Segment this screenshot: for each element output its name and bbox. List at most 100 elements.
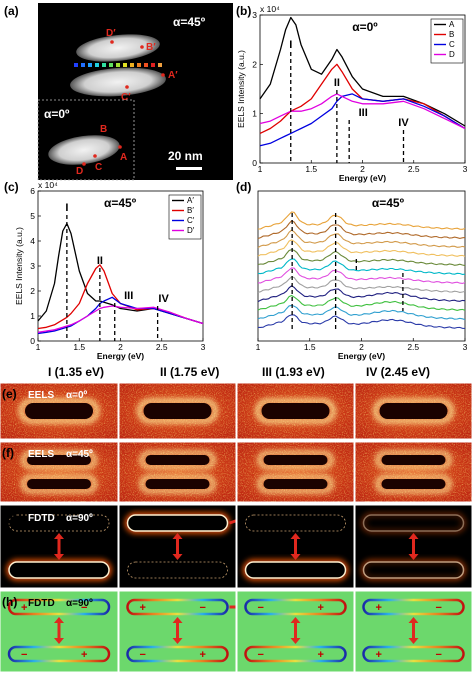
nanorod-outline-dashed <box>245 514 346 532</box>
eels-hotspot <box>21 475 97 493</box>
panel-label-a: (a) <box>4 4 19 18</box>
x-tick-label: 2 <box>359 342 364 352</box>
charge-sign: + <box>318 602 324 614</box>
peak-label: III <box>359 107 368 119</box>
nanorod-outline <box>362 514 465 532</box>
cell-border <box>0 441 119 503</box>
x-tick-label: 1.5 <box>305 164 317 174</box>
cell-border <box>118 382 237 440</box>
x-tick-label: 1.5 <box>73 342 85 352</box>
y-axis-label: EELS Intensity (a.u.) <box>14 227 24 305</box>
eels-hotspot <box>21 451 97 469</box>
scan-line <box>74 63 162 67</box>
charge-sign: − <box>200 602 206 614</box>
y-tick-label: 6 <box>30 186 35 196</box>
nanorod-shadow <box>263 479 328 489</box>
charge-outline <box>244 598 347 616</box>
cell-border <box>354 590 473 673</box>
x-tick-label: 2.5 <box>407 342 419 352</box>
charge-sign: − <box>81 602 87 614</box>
arrow-head <box>172 554 183 560</box>
nanorod-shadow <box>381 479 446 489</box>
nanorod-shadow <box>143 403 212 419</box>
eels-hotspot <box>257 451 334 469</box>
peak-label: IV <box>398 117 409 129</box>
peak-label: I <box>65 202 68 214</box>
x-axis-label: Energy (eV) <box>339 173 386 183</box>
point-marker <box>140 45 144 49</box>
x-tick-label: 1 <box>258 164 263 174</box>
nanorod-shadow <box>379 403 448 419</box>
point-marker <box>93 154 97 158</box>
point-label: A′ <box>168 70 178 81</box>
series-line-A <box>259 16 466 127</box>
map-cell <box>0 382 119 440</box>
row-alpha: α=45º <box>66 449 93 460</box>
panel-label-f: (f) <box>2 446 14 460</box>
maps-grid: + − − + + − − + − + − + + − + − <box>0 382 473 673</box>
eels-hotspot <box>373 399 454 423</box>
x-tick-label: 1.5 <box>304 342 316 352</box>
series-line-D <box>259 93 466 130</box>
eels-hotspot <box>137 399 218 423</box>
cell-border <box>354 382 473 440</box>
y-tick-label: 5 <box>30 211 35 221</box>
y-tick-label: 3 <box>252 10 257 20</box>
charge-sign: − <box>436 649 442 661</box>
point-marker <box>110 40 114 44</box>
spectrum-line <box>257 239 466 257</box>
legend-label: B <box>449 30 454 39</box>
point-marker <box>118 145 122 149</box>
map-cell <box>354 382 473 440</box>
map-cell: + − − + <box>0 590 119 673</box>
cell-border <box>0 590 119 673</box>
x-tick-label: 3 <box>463 164 468 174</box>
legend-label: C′ <box>187 216 195 225</box>
charge-outline <box>362 598 465 616</box>
x-tick-label: 3 <box>463 342 468 352</box>
map-cell: + − + − <box>354 590 473 673</box>
row-method: FDTD <box>28 513 55 524</box>
eels-hotspot <box>257 475 334 493</box>
panel-label-g: (g) <box>2 510 17 524</box>
arrow-head <box>408 617 419 623</box>
arrow-head <box>290 554 301 560</box>
map-header: III (1.93 eV) <box>262 365 325 379</box>
eels-map-noise <box>237 442 354 502</box>
arrow-head <box>408 554 419 560</box>
chart-title: α=45º <box>372 196 405 210</box>
spectrum-line <box>257 267 466 284</box>
alpha-label-bottom: α=0º <box>44 107 70 121</box>
series-line-C <box>259 93 466 147</box>
map-header: II (1.75 eV) <box>160 365 219 379</box>
arrow-head <box>172 617 183 623</box>
scale-bar-label: 20 nm <box>168 149 203 163</box>
series-line-D′ <box>37 305 204 333</box>
eels-hotspot <box>139 475 216 493</box>
point-marker <box>82 162 86 166</box>
charge-sign: + <box>200 649 206 661</box>
arrow-head <box>172 533 183 539</box>
nanorod-outline-dashed <box>8 514 110 532</box>
charge-outline <box>362 645 465 663</box>
nanorod-shadow <box>145 479 210 489</box>
charge-outline <box>244 645 347 663</box>
point-marker <box>125 85 129 89</box>
map-header: I (1.35 eV) <box>48 365 104 379</box>
map-cell: − + − + <box>236 590 355 673</box>
y-tick-label: 3 <box>30 261 35 271</box>
point-marker <box>161 73 165 77</box>
nanorod-shadow <box>263 455 328 465</box>
map-cell <box>236 441 355 503</box>
row-alpha: α=0º <box>66 390 88 401</box>
point-label: D <box>76 166 83 177</box>
y-tick-label: 4 <box>30 236 35 246</box>
eels-hotspot <box>19 399 99 423</box>
point-label: B′ <box>146 42 156 53</box>
arrow-head <box>54 617 64 623</box>
alpha-label-top: α=45º <box>173 15 206 29</box>
legend-label: B′ <box>187 206 194 215</box>
panel-label-c: (c) <box>4 180 19 194</box>
arrow-head <box>408 533 419 539</box>
y-tick-label: 1 <box>30 311 35 321</box>
